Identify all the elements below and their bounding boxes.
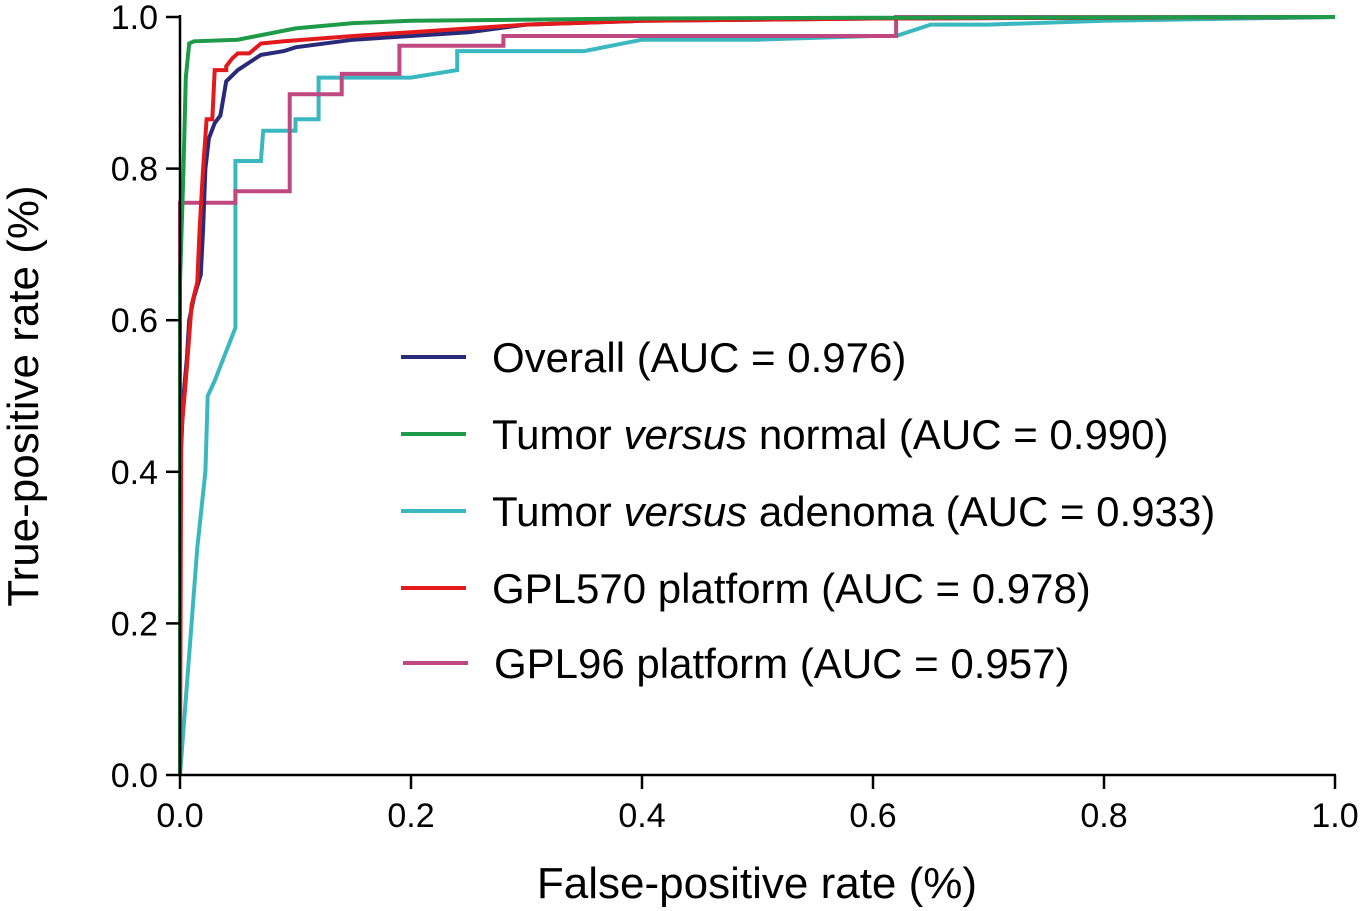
y-tick-label: 0.2 (111, 605, 158, 643)
x-tick-label: 0.0 (156, 797, 203, 835)
legend-label-4: GPL96 platform (AUC = 0.957) (494, 640, 1069, 687)
x-axis-label: False-positive rate (%) (537, 859, 977, 908)
series-line-4 (178, 15, 1335, 775)
y-tick-label: 1.0 (111, 0, 158, 37)
y-tick-label: 0.8 (111, 151, 158, 189)
legend-label-2: Tumor versus adenoma (AUC = 0.933) (492, 488, 1215, 535)
series-line-1 (178, 15, 1336, 775)
plot-lines (178, 15, 1336, 776)
y-tick-label: 0.4 (111, 454, 158, 492)
x-tick-label: 0.8 (1080, 797, 1127, 835)
legend: Overall (AUC = 0.976) Tumor versus normal… (401, 334, 1215, 687)
x-tick-label: 0.6 (849, 797, 896, 835)
legend-label-3: GPL570 platform (AUC = 0.978) (492, 565, 1091, 612)
legend-label-0: Overall (AUC = 0.976) (492, 334, 906, 381)
y-axis-label: True-positive rate (%) (0, 185, 48, 606)
y-tick-label: 0.6 (111, 302, 158, 340)
x-tick-label: 0.2 (387, 797, 434, 835)
series-line-3 (178, 15, 1336, 776)
x-tick-label: 1.0 (1311, 797, 1358, 835)
axes: 0.00.0 0.2 0.2 0.4 0.4 0.6 0.6 0.8 0.8 1.0 1.0 (111, 0, 1359, 835)
x-tick-label: 0.4 (618, 797, 665, 835)
y-tick-label: 0.0 (111, 757, 158, 795)
legend-label-1: Tumor versus normal (AUC = 0.990) (492, 411, 1169, 458)
